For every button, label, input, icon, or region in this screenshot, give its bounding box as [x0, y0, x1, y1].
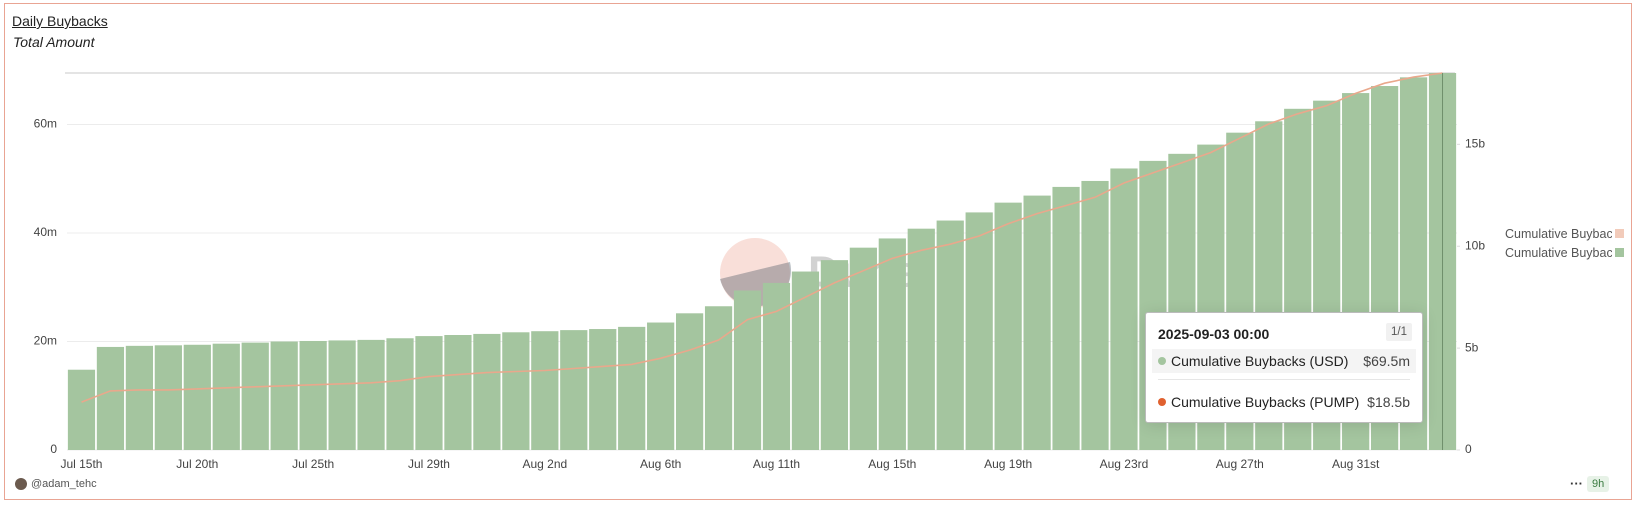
legend-item[interactable]: Cumulative Buybacks (PUMP) — [1505, 226, 1624, 241]
age-badge: 9h — [1587, 476, 1610, 492]
author-avatar — [15, 478, 27, 490]
bar — [328, 340, 356, 450]
x-tick-label: Aug 31st — [1332, 457, 1380, 471]
y2-tick-label: 5b — [1465, 340, 1479, 354]
bar — [994, 202, 1022, 450]
legend-label: Cumulative Buybacks (USD) — [1505, 245, 1612, 260]
bar — [965, 212, 993, 450]
x-tick-label: Aug 6th — [640, 457, 681, 471]
x-tick-label: Jul 15th — [60, 457, 102, 471]
bar — [212, 343, 240, 450]
bar — [820, 260, 849, 450]
tooltip-dot — [1158, 357, 1166, 365]
tooltip-dot — [1158, 398, 1166, 406]
bar — [183, 344, 211, 450]
tooltip-row: Cumulative Buybacks (PUMP) $18.5b — [1152, 390, 1416, 414]
bar — [241, 342, 269, 450]
bar — [936, 220, 964, 450]
tooltip-value: $18.5b — [1367, 394, 1410, 410]
bar — [270, 341, 298, 450]
y-tick-label: 20m — [34, 334, 57, 348]
bar — [415, 336, 443, 450]
tooltip-page: 1/1 — [1386, 323, 1412, 341]
tooltip-row: Cumulative Buybacks (USD) $69.5m — [1152, 349, 1416, 373]
x-tick-label: Aug 23rd — [1100, 457, 1149, 471]
bar — [618, 326, 646, 450]
bar — [1023, 195, 1051, 450]
bar — [907, 228, 935, 450]
tooltip-divider — [1158, 379, 1410, 380]
x-tick-label: Jul 29th — [408, 457, 450, 471]
line — [81, 72, 1443, 403]
y2-tick-label: 15b — [1465, 136, 1485, 150]
bar — [1110, 168, 1138, 450]
bar — [647, 322, 675, 450]
bar — [704, 306, 733, 450]
tooltip-value: $69.5m — [1363, 353, 1410, 369]
bar — [791, 271, 820, 450]
bar — [560, 330, 588, 450]
x-tick-label: Aug 19th — [984, 457, 1032, 471]
menu-button[interactable]: ··· — [1570, 476, 1583, 491]
x-tick-label: Aug 2nd — [522, 457, 567, 471]
bar — [878, 238, 906, 450]
frame — [4, 3, 1632, 500]
author[interactable]: @adam_tehc — [31, 478, 97, 490]
bar — [67, 369, 96, 450]
legend-swatch — [1615, 248, 1624, 258]
y-tick-label: 60m — [34, 117, 57, 131]
legend-label: Cumulative Buybacks (PUMP) — [1505, 226, 1612, 241]
tooltip-series: Cumulative Buybacks (USD) — [1171, 353, 1349, 369]
bar — [531, 331, 559, 450]
bar — [444, 335, 472, 450]
bar — [386, 338, 414, 450]
bar — [473, 333, 501, 450]
tooltip: 2025-09-03 00:00 1/1 Cumulative Buybacks… — [1145, 312, 1423, 423]
x-tick-label: Aug 11th — [753, 457, 800, 471]
bar — [357, 339, 385, 450]
chart-title[interactable]: Daily Buybacks — [12, 13, 108, 29]
legend-swatch — [1615, 229, 1624, 239]
bar — [502, 332, 530, 450]
bar — [125, 345, 154, 450]
bar — [675, 313, 704, 450]
bar — [589, 329, 617, 450]
bar — [96, 346, 125, 450]
chart-subtitle: Total Amount — [13, 34, 95, 50]
bar — [1081, 180, 1109, 450]
bar — [733, 290, 762, 450]
x-tick-label: Jul 25th — [292, 457, 334, 471]
x-tick-label: Aug 27th — [1216, 457, 1264, 471]
x-tick-label: Aug 15th — [868, 457, 916, 471]
x-tick-label: Jul 20th — [176, 457, 218, 471]
bar — [849, 247, 877, 450]
bar — [154, 345, 182, 450]
tooltip-series: Cumulative Buybacks (PUMP) — [1171, 394, 1360, 410]
y-tick-label: 0 — [50, 442, 57, 456]
y2-tick-label: 0 — [1465, 442, 1472, 456]
tooltip-date: 2025-09-03 00:00 — [1158, 326, 1270, 342]
y-tick-label: 40m — [34, 225, 57, 239]
legend-item[interactable]: Cumulative Buybacks (USD) — [1505, 245, 1624, 260]
y2-tick-label: 10b — [1465, 238, 1485, 252]
bar — [1052, 186, 1080, 450]
bar — [299, 340, 327, 450]
bar — [762, 282, 791, 450]
